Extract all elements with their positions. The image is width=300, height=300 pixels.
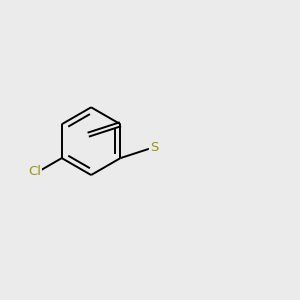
Text: S: S [150, 141, 158, 154]
Text: Cl: Cl [28, 165, 41, 178]
